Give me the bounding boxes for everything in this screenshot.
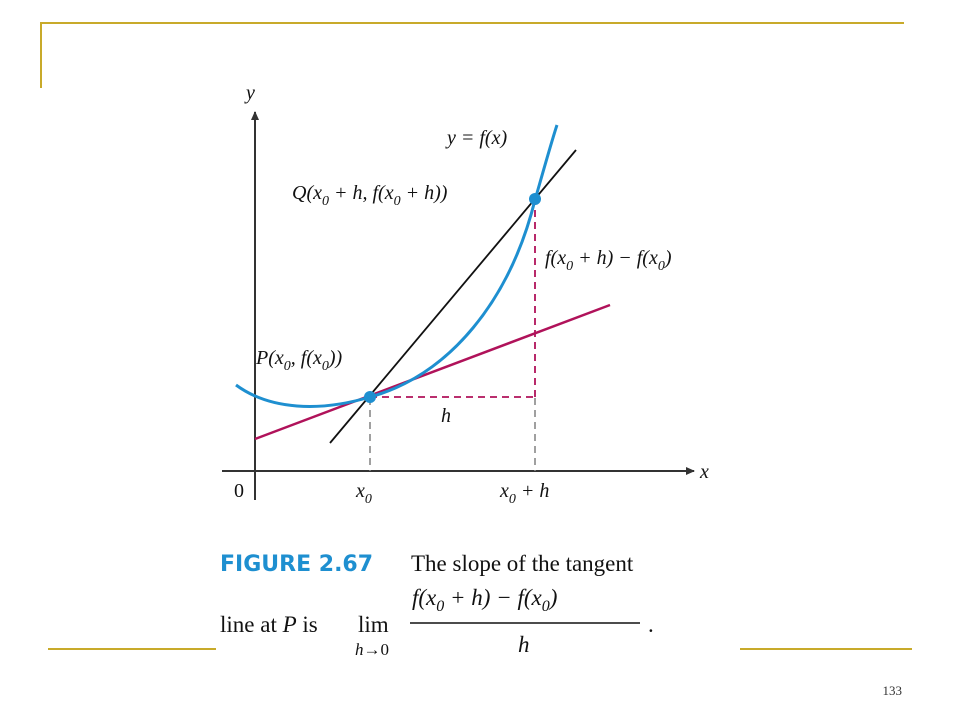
limit-symbol: lim (358, 612, 389, 637)
figure-number: FIGURE 2.67 (220, 552, 373, 577)
frame-left-line (40, 22, 42, 88)
caption-line2: line at P is (220, 612, 318, 637)
function-curve (235, 124, 559, 408)
run-label: h (441, 405, 451, 427)
frame-bottom-line-left (48, 648, 216, 650)
rise-label: f(x0 + h) − f(x0) (545, 247, 672, 274)
caption-period: . (648, 612, 654, 637)
y-axis-label: y (244, 82, 255, 104)
point-p (364, 391, 376, 403)
page-number: 133 (882, 683, 903, 698)
origin-label: 0 (234, 480, 244, 502)
frame-bottom-line-right (740, 648, 912, 650)
point-p-label: P(x0, f(x0)) (255, 347, 343, 374)
point-q-label: Q(x0 + h, f(x0 + h)) (292, 182, 448, 209)
fraction-numerator: f(x0 + h) − f(x0) (412, 585, 557, 615)
point-q (529, 193, 541, 205)
fraction-denominator: h (518, 632, 530, 657)
x-axis-label: x (699, 461, 709, 483)
caption-line1: The slope of the tangent (411, 551, 634, 576)
x0h-tick-label: x0 + h (499, 480, 549, 507)
curve-label: y = f(x) (445, 127, 507, 149)
frame-top-line (40, 22, 904, 24)
x0-tick-label: x0 (355, 480, 372, 507)
tangent-line (254, 303, 611, 441)
limit-subscript: h→0 (355, 640, 389, 659)
